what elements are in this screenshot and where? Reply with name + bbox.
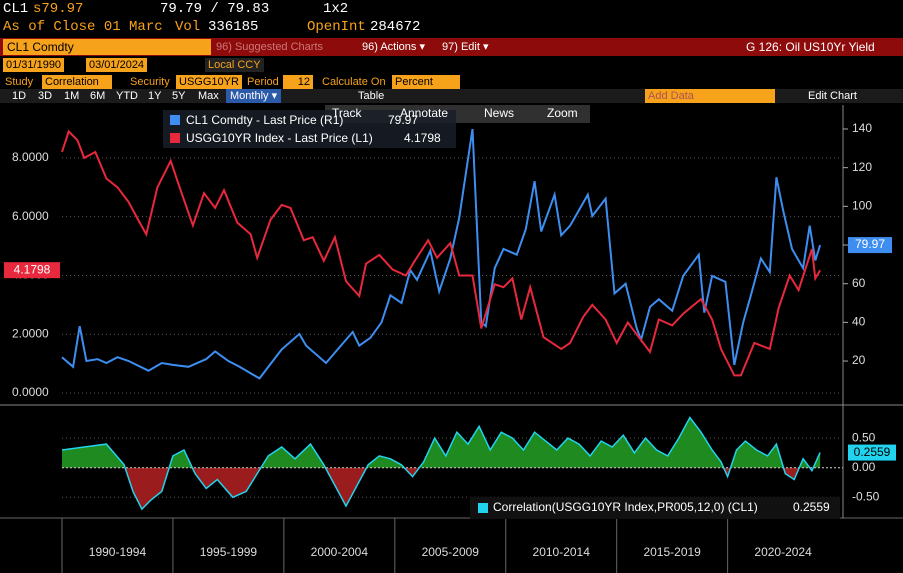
y2-tick-label: 40 <box>852 315 866 329</box>
study-label: Study <box>5 76 34 88</box>
period[interactable]: 12 <box>283 75 313 89</box>
last-price: s79.97 <box>33 1 84 17</box>
oi: 284672 <box>370 19 421 35</box>
security-box[interactable]: CL1 Comdty <box>3 39 211 55</box>
x-band-label: 2005-2009 <box>422 545 480 559</box>
legend-swatch <box>170 133 180 143</box>
legend-value: 79.97 <box>388 113 419 127</box>
series-line <box>61 129 821 377</box>
y-tick-label: 0.00 <box>852 460 876 474</box>
start-date[interactable]: 01/31/1990 <box>3 58 65 72</box>
y-tick-label: -0.50 <box>852 489 880 503</box>
x-band-label: 1995-1999 <box>200 545 258 559</box>
vol-label: Vol <box>175 19 201 35</box>
range-button[interactable]: 5Y <box>172 90 186 102</box>
tool-button[interactable]: Track <box>332 106 362 120</box>
range-button[interactable]: Max <box>198 90 219 102</box>
legend-value: 0.2559 <box>793 500 830 514</box>
value-box-label: 79.97 <box>855 237 885 251</box>
frequency[interactable]: Monthly ▾ <box>226 89 282 103</box>
calc-label: Calculate On <box>322 76 386 88</box>
legend-entry: CL1 Comdty - Last Price (R1) <box>186 113 344 127</box>
value-box-label: 0.2559 <box>854 445 891 459</box>
x-band-label: 1990-1994 <box>89 545 147 559</box>
x-band-label: 2010-2014 <box>533 545 591 559</box>
add-data[interactable]: Add Data <box>645 89 775 103</box>
x-band-label: 2015-2019 <box>643 545 701 559</box>
value-box <box>4 262 60 279</box>
security-label: Security <box>130 76 170 88</box>
bid-ask: 79.79 / 79.83 <box>160 1 270 17</box>
value-box-label: 4.1798 <box>14 262 51 276</box>
legend-swatch <box>478 503 488 513</box>
range-button[interactable]: 1M <box>64 90 80 102</box>
y2-tick-label: 20 <box>852 353 866 367</box>
range-button[interactable]: 3D <box>38 90 53 102</box>
actions[interactable]: 96) Actions ▾ <box>362 41 425 53</box>
range-button[interactable]: YTD <box>116 90 138 102</box>
range-button[interactable]: 6M <box>90 90 106 102</box>
tool-button[interactable]: News <box>484 106 515 120</box>
legend <box>163 110 456 148</box>
value-box <box>848 444 896 461</box>
ticker: CL1 <box>3 1 29 17</box>
layout: 1x2 <box>323 1 349 17</box>
calc[interactable]: Percent <box>392 75 460 89</box>
x-band-label: 2020-2024 <box>754 545 812 559</box>
y-tick-label: 0.50 <box>852 430 876 444</box>
y2-tick-label: 120 <box>852 160 872 174</box>
y2-tick-label: 100 <box>852 199 872 213</box>
suggested-charts[interactable]: 96) Suggested Charts <box>216 41 324 53</box>
tool-button[interactable]: Zoom <box>547 106 578 120</box>
correlation-line <box>61 416 821 511</box>
edit[interactable]: 97) Edit ▾ <box>442 41 489 53</box>
x-band-label: 2000-2004 <box>311 545 369 559</box>
menu-bar <box>0 38 903 56</box>
security-field[interactable]: USGG10YR <box>176 75 242 89</box>
vol: 336185 <box>208 19 259 35</box>
study[interactable]: Correlation <box>42 75 112 89</box>
legend-swatch <box>170 115 180 125</box>
y-tick-label: 0.0000 <box>12 385 49 399</box>
y2-tick-label: 60 <box>852 276 866 290</box>
corr-legend <box>470 497 840 519</box>
currency[interactable]: Local CCY <box>205 58 264 72</box>
y-tick-label: 6.0000 <box>12 209 49 223</box>
tool-button[interactable]: Annotate <box>400 106 449 120</box>
end-date[interactable]: 03/01/2024 <box>86 58 148 72</box>
edit-chart[interactable]: Edit Chart <box>808 90 857 102</box>
positive-area <box>62 417 821 468</box>
chart-name: G 126: Oil US10Yr Yield <box>746 40 875 54</box>
value-box <box>848 237 892 254</box>
legend-entry: Correlation(USGG10YR Index,PR005,12,0) (… <box>493 500 758 514</box>
as-of: As of Close 01 Marc <box>3 19 163 35</box>
table[interactable]: Table <box>358 90 385 102</box>
oi-label: OpenInt <box>307 19 366 35</box>
y2-tick-label: 140 <box>852 121 872 135</box>
legend-value: 4.1798 <box>404 131 441 145</box>
legend-entry: USGG10YR Index - Last Price (L1) <box>186 131 373 145</box>
range-button[interactable]: 1D <box>12 90 27 102</box>
y-tick-label: 8.0000 <box>12 150 49 164</box>
period-label: Period <box>247 76 279 88</box>
y-tick-label: 2.0000 <box>12 326 49 340</box>
range-button[interactable]: 1Y <box>148 90 162 102</box>
